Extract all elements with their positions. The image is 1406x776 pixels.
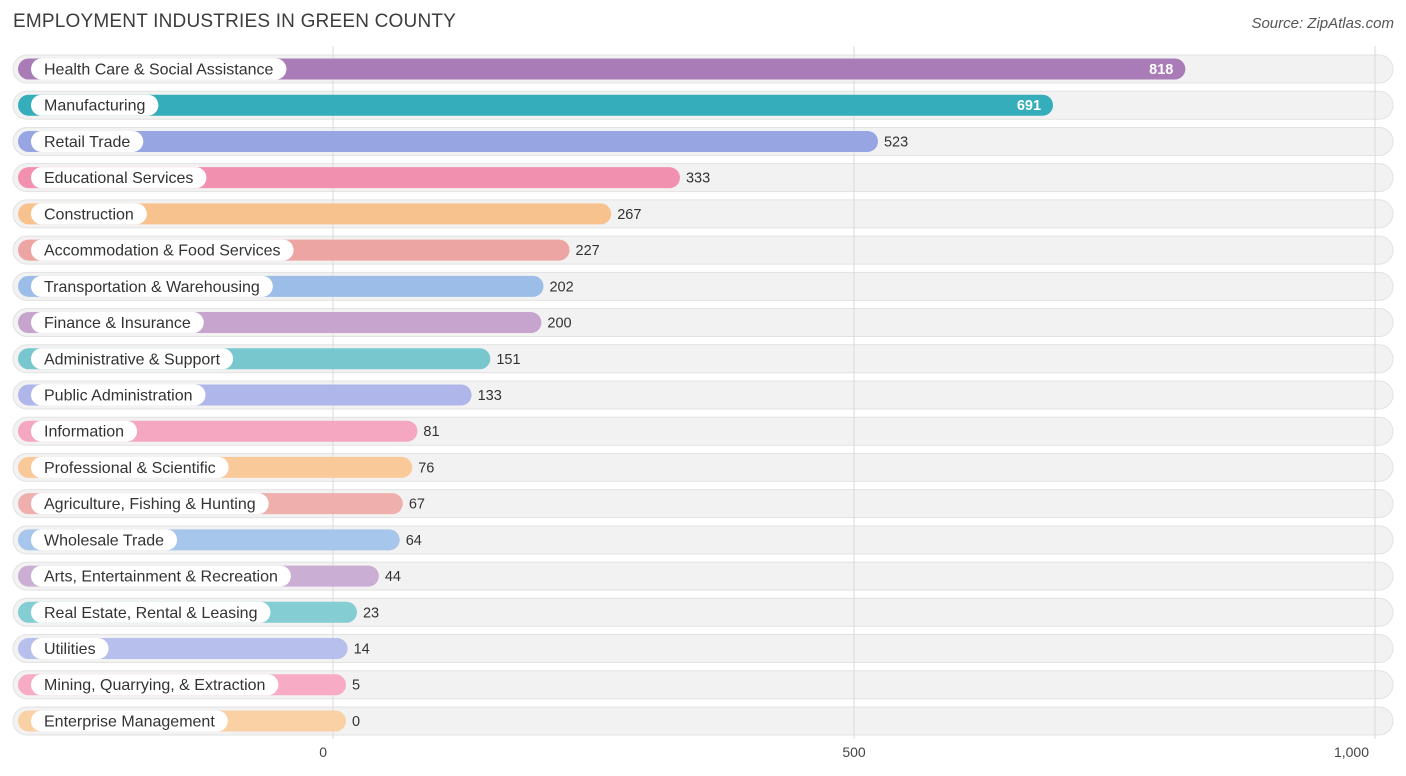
- bar-label-pill: [31, 529, 178, 551]
- bar-label-pill: [31, 312, 204, 334]
- bar-label-pill: [31, 203, 147, 225]
- bar: [18, 203, 612, 225]
- bar-group: Administrative & Support 151: [18, 348, 521, 370]
- bar-value-label: 76: [418, 460, 434, 476]
- bar-label-pill: [31, 638, 109, 660]
- bar-value-label: 67: [409, 497, 425, 513]
- bar-category-label: Agriculture, Fishing & Hunting: [44, 496, 256, 513]
- bar: [18, 130, 878, 152]
- bar-label-pill: [31, 710, 228, 732]
- bar-value-label: 818: [1149, 62, 1173, 78]
- bar-group: Information 81: [18, 420, 440, 442]
- bar-value-label: 202: [549, 279, 573, 295]
- bar-group: Utilities 14: [18, 638, 370, 660]
- bar-value-label: 200: [547, 316, 571, 332]
- bar-category-label: Wholesale Trade: [44, 532, 164, 549]
- bar-category-label: Finance & Insurance: [44, 315, 191, 332]
- bar-group: Enterprise Management 0: [18, 710, 360, 732]
- bar-category-label: Enterprise Management: [44, 713, 215, 730]
- bar-category-label: Health Care & Social Assistance: [44, 62, 274, 79]
- bar-value-label: 81: [423, 424, 439, 440]
- bar-label-pill: [31, 674, 279, 696]
- bar-group: Agriculture, Fishing & Hunting 67: [18, 493, 425, 515]
- chart-source: Source: ZipAtlas.com: [1251, 15, 1394, 32]
- bar-group: Wholesale Trade 64: [18, 529, 422, 551]
- bar-category-label: Mining, Quarrying, & Extraction: [44, 677, 265, 694]
- bar-label-pill: [31, 239, 294, 261]
- bar-value-label: 0: [352, 714, 360, 730]
- bar-label-pill: [31, 348, 234, 370]
- bar-group: Real Estate, Rental & Leasing 23: [18, 601, 379, 623]
- bar-value-label: 523: [884, 134, 908, 150]
- bar-value-label: 133: [478, 388, 502, 404]
- bar-category-label: Transportation & Warehousing: [44, 279, 260, 296]
- bar-category-label: Professional & Scientific: [44, 460, 216, 477]
- row-background: [12, 670, 1394, 700]
- bar-category-label: Construction: [44, 206, 134, 223]
- bar-value-label: 151: [496, 352, 520, 368]
- bar-value-label: 691: [1017, 98, 1041, 114]
- bar-label-pill: [31, 420, 138, 442]
- bar-label-pill: [31, 565, 291, 587]
- bar-label-pill: [31, 167, 207, 189]
- bar-category-label: Educational Services: [44, 170, 193, 187]
- bar: [18, 94, 1054, 116]
- bar-group: Transportation & Warehousing 202: [18, 275, 574, 297]
- bar-group: Public Administration 133: [18, 384, 502, 406]
- bar-label-pill: [31, 601, 271, 623]
- bar-value-label: 23: [363, 605, 379, 621]
- bar-group: Mining, Quarrying, & Extraction 5: [18, 674, 360, 696]
- bar-label-pill: [31, 130, 144, 152]
- x-tick-label: 0: [319, 744, 327, 760]
- bar-value-label: 333: [686, 171, 710, 187]
- bar-category-label: Public Administration: [44, 387, 193, 404]
- bar-group: Professional & Scientific 76: [18, 456, 434, 478]
- row-background: [12, 634, 1394, 664]
- bar-category-label: Administrative & Support: [44, 351, 221, 368]
- bar-group: Retail Trade 523: [18, 130, 908, 152]
- bar-category-label: Accommodation & Food Services: [44, 243, 281, 260]
- bar-label-pill: [31, 456, 229, 478]
- bar-value-label: 44: [385, 569, 401, 585]
- bar-label-pill: [31, 275, 273, 297]
- bar-group: Manufacturing 691: [18, 94, 1054, 116]
- x-tick-label: 500: [842, 744, 866, 760]
- bar-value-label: 5: [352, 678, 360, 694]
- bar-category-label: Retail Trade: [44, 134, 130, 151]
- bar-label-pill: [31, 58, 287, 80]
- bar-category-label: Information: [44, 424, 124, 441]
- bar-value-label: 267: [617, 207, 641, 223]
- bar-group: Accommodation & Food Services 227: [18, 239, 600, 261]
- bar-value-label: 14: [354, 642, 370, 658]
- bar-value-label: 64: [406, 533, 422, 549]
- bar-category-label: Arts, Entertainment & Recreation: [44, 569, 278, 586]
- bar-group: Construction 267: [18, 203, 641, 225]
- bar-group: Health Care & Social Assistance 818: [18, 58, 1186, 80]
- bar-value-label: 227: [576, 243, 600, 259]
- bar-label-pill: [31, 384, 206, 406]
- x-tick-label: 1,000: [1334, 744, 1369, 760]
- row-background: [12, 706, 1394, 736]
- bar-label-pill: [31, 94, 159, 116]
- bar-category-label: Real Estate, Rental & Leasing: [44, 605, 257, 622]
- chart-title: EMPLOYMENT INDUSTRIES IN GREEN COUNTY: [13, 11, 457, 32]
- row-background: [12, 597, 1394, 627]
- bar-label-pill: [31, 493, 269, 515]
- bar-group: Finance & Insurance 200: [18, 312, 572, 334]
- bar-group: Educational Services 333: [18, 167, 710, 189]
- bar-category-label: Manufacturing: [44, 98, 145, 115]
- bar-group: Arts, Entertainment & Recreation 44: [18, 565, 401, 587]
- bar-category-label: Utilities: [44, 641, 96, 658]
- bar: [18, 58, 1186, 80]
